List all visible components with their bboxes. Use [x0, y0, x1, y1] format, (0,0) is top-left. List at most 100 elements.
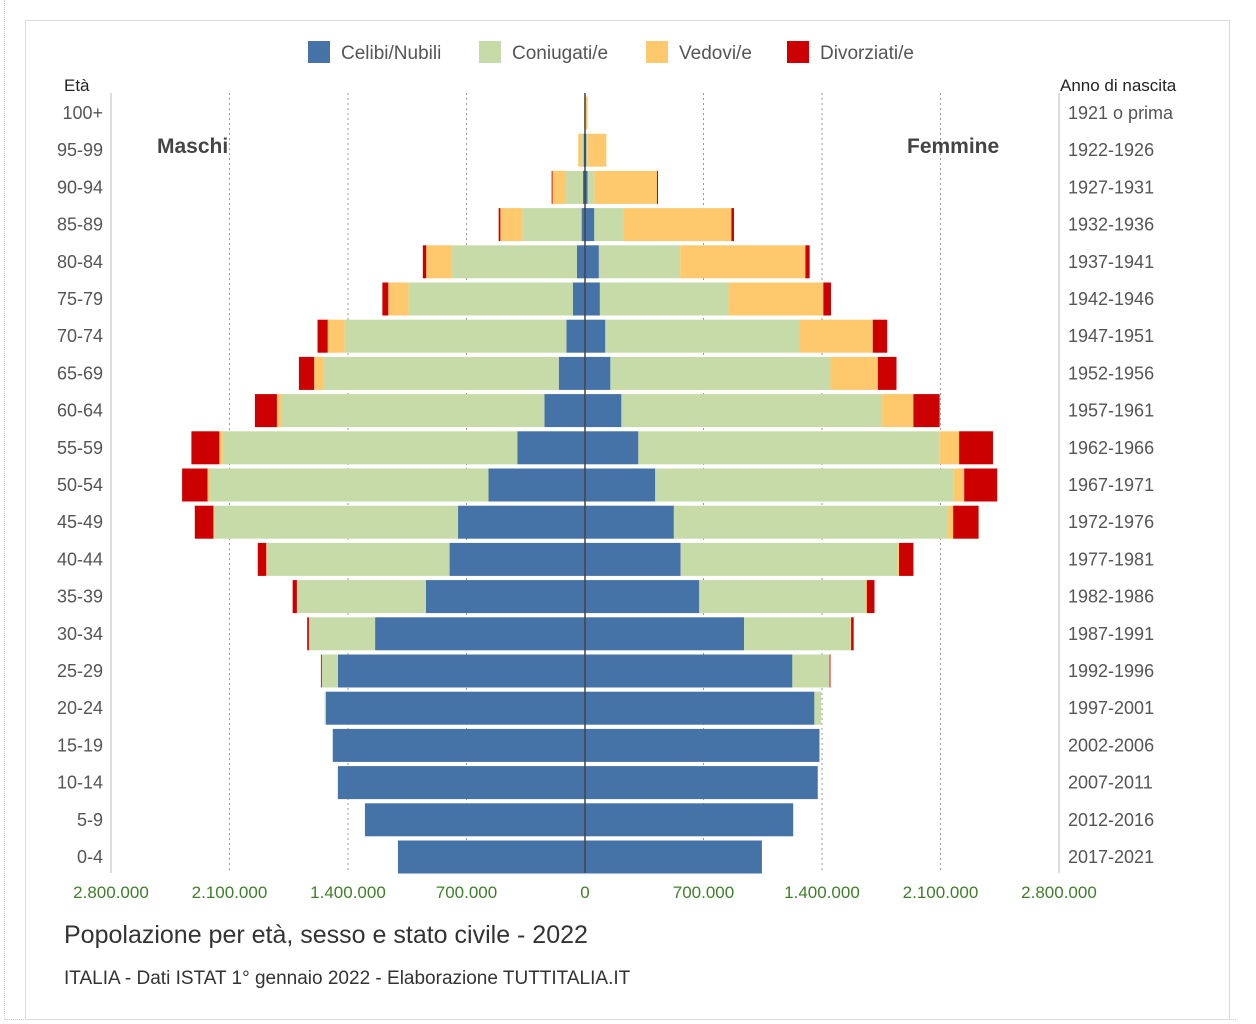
bar-female-celibi-nubili: [585, 319, 606, 353]
bar-male-vedovi-e: [552, 170, 567, 204]
bar-layer: [182, 96, 998, 874]
bar-female-celibi-nubili: [585, 170, 588, 204]
bar-female-vedovi-e: [953, 468, 965, 502]
bar-male-vedovi-e: [207, 468, 210, 502]
bar-male-coniugati-e: [581, 133, 584, 167]
bar-female-celibi-nubili: [585, 505, 674, 539]
bar-male-divorziati-e: [254, 394, 277, 428]
legend-item: Celibi/Nubili: [308, 41, 441, 64]
age-label: 50-54: [57, 475, 103, 495]
bar-male-divorziati-e: [298, 356, 315, 390]
maschi-label: Maschi: [157, 135, 228, 158]
chart-card: Celibi/Nubili Coniugati/e Vedovi/e Divorzia…: [25, 20, 1230, 1020]
bar-female-divorziati-e: [913, 394, 940, 428]
bar-female-divorziati-e: [964, 468, 998, 502]
age-label: 60-64: [57, 401, 103, 421]
legend-label: Celibi/Nubili: [341, 43, 441, 64]
bar-female-divorziati-e: [805, 245, 810, 279]
age-label: 85-89: [57, 215, 103, 235]
bar-female-coniugati-e: [610, 356, 831, 390]
bar-female-coniugati-e: [586, 133, 588, 167]
bar-female-coniugati-e: [655, 468, 954, 502]
bar-female-vedovi-e: [623, 208, 732, 242]
bar-female-coniugati-e: [587, 170, 595, 204]
x-tick-label: 2.100.000: [903, 883, 979, 902]
bar-female-divorziati-e: [877, 356, 897, 390]
age-label: 30-34: [57, 624, 103, 644]
bar-female-celibi-nubili: [585, 840, 762, 874]
bar-male-coniugati-e: [209, 468, 489, 502]
birth-year-label: 1957-1961: [1068, 401, 1154, 421]
bar-female-coniugati-e: [621, 394, 883, 428]
bar-male-divorziati-e: [317, 319, 328, 353]
bar-male-vedovi-e: [327, 319, 345, 353]
bar-female-coniugati-e: [699, 580, 867, 614]
age-label: 100+: [62, 103, 103, 123]
x-tick-label: 2.800.000: [1021, 883, 1097, 902]
bar-male-vedovi-e: [314, 356, 324, 390]
age-label: 80-84: [57, 252, 103, 272]
bar-female-coniugati-e: [744, 617, 851, 651]
bar-male-vedovi-e: [578, 133, 582, 167]
bar-male-celibi-nubili: [364, 803, 585, 837]
birth-year-label: 1937-1941: [1068, 252, 1154, 272]
bar-female-vedovi-e: [948, 505, 954, 539]
bar-female-coniugati-e: [680, 542, 898, 576]
birth-year-label: 1962-1966: [1068, 438, 1154, 458]
bar-male-coniugati-e: [451, 245, 577, 279]
bar-male-celibi-nubili: [558, 356, 585, 390]
legend-label: Coniugati/e: [512, 43, 608, 64]
bar-female-celibi-nubili: [585, 617, 745, 651]
legend-swatch: [308, 41, 330, 63]
bar-male-vedovi-e: [266, 542, 267, 576]
bar-female-divorziati-e: [656, 170, 658, 204]
bar-male-vedovi-e: [500, 208, 523, 242]
bar-male-celibi-nubili: [517, 431, 585, 465]
bar-female-celibi-nubili: [585, 654, 793, 688]
bar-female-vedovi-e: [799, 319, 873, 353]
bar-female-divorziati-e: [866, 580, 875, 614]
bar-male-divorziati-e: [551, 170, 553, 204]
age-label: 0-4: [77, 847, 103, 867]
bar-female-divorziati-e: [899, 542, 914, 576]
birth-year-label: 1972-1976: [1068, 512, 1154, 532]
chart-title: Popolazione per età, sesso e stato civil…: [64, 921, 588, 949]
age-label: 70-74: [57, 326, 103, 346]
bar-male-celibi-nubili: [337, 766, 585, 800]
birth-year-label: 2007-2011: [1068, 773, 1153, 793]
bar-male-celibi-nubili: [449, 542, 585, 576]
age-label: 10-14: [57, 773, 103, 793]
bar-male-celibi-nubili: [425, 580, 585, 614]
x-tick-label: 1.400.000: [310, 883, 386, 902]
bar-female-coniugati-e: [792, 654, 830, 688]
bar-female-coniugati-e: [598, 245, 681, 279]
age-label: 5-9: [77, 810, 103, 830]
legend-swatch: [479, 41, 501, 63]
bar-male-coniugati-e: [222, 431, 518, 465]
birth-year-label: 1942-1946: [1068, 289, 1154, 309]
birth-year-label: 1947-1951: [1068, 326, 1154, 346]
birth-year-label: 2002-2006: [1068, 735, 1154, 755]
bar-male-coniugati-e: [344, 319, 567, 353]
femmine-label: Femmine: [907, 135, 999, 158]
bar-male-divorziati-e: [422, 245, 427, 279]
bar-female-celibi-nubili: [585, 282, 600, 316]
bar-female-celibi-nubili: [585, 766, 818, 800]
x-tick-label: 2.100.000: [192, 883, 268, 902]
bar-female-divorziati-e: [959, 431, 993, 465]
bar-female-divorziati-e: [829, 654, 831, 688]
bar-female-celibi-nubili: [585, 394, 622, 428]
bar-female-vedovi-e: [882, 394, 914, 428]
bar-female-vedovi-e: [594, 170, 657, 204]
birth-year-labels: 1921 o prima 1922-1926 1927-1931 1932-1936 1…: [1068, 103, 1174, 867]
bar-female-divorziati-e: [953, 505, 979, 539]
bar-female-divorziati-e: [731, 208, 734, 242]
bar-male-coniugati-e: [321, 654, 338, 688]
bar-female-vedovi-e: [585, 96, 588, 130]
bar-female-coniugati-e: [814, 691, 822, 725]
bar-male-divorziati-e: [191, 431, 220, 465]
bar-male-vedovi-e: [276, 394, 282, 428]
birth-year-label: 1927-1931: [1068, 177, 1154, 197]
age-label: 95-99: [57, 140, 103, 160]
bar-male-celibi-nubili: [397, 840, 585, 874]
